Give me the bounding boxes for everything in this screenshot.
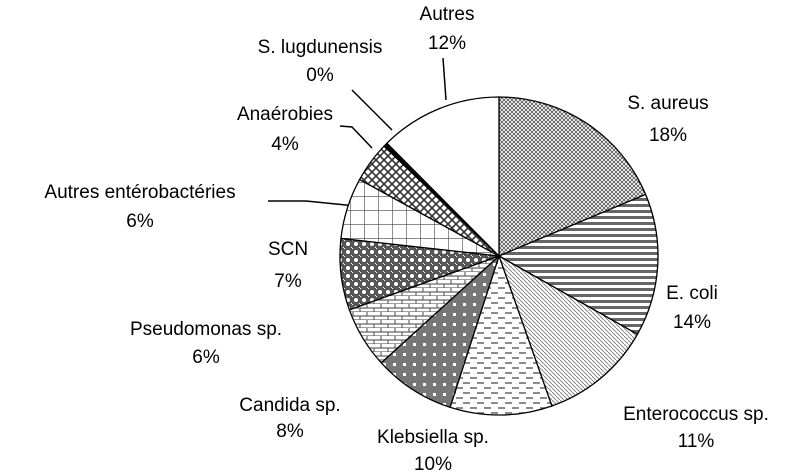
slice-value: 8%	[276, 421, 304, 442]
slice-label: Autres entérobactéries	[44, 182, 235, 203]
slice-value: 11%	[678, 431, 715, 452]
slice-value: 6%	[192, 347, 220, 368]
slice-value: 0%	[306, 65, 334, 86]
slice-label: Autres	[420, 4, 475, 25]
slice-label: Candida sp.	[239, 395, 340, 416]
pie-slice	[498, 96, 647, 257]
leader-line	[339, 125, 373, 149]
pie-slice	[386, 96, 500, 258]
pie-slice	[497, 193, 659, 336]
slice-value: 6%	[126, 211, 154, 232]
pie-slice	[449, 253, 553, 416]
slice-label: Pseudomonas sp.	[130, 319, 282, 340]
slice-label: Anaérobies	[237, 104, 333, 125]
slice-label: S. lugdunensis	[258, 37, 383, 58]
pie-slice	[497, 254, 639, 407]
slice-value: 7%	[274, 271, 302, 292]
slice-value: 14%	[673, 312, 711, 333]
leader-line	[351, 89, 393, 131]
slice-label: E. coli	[666, 283, 718, 304]
slice-label: Klebsiella sp.	[377, 427, 489, 448]
slice-value: 10%	[414, 454, 452, 475]
slice-label: Enterococcus sp.	[623, 404, 769, 425]
slice-label: S. aureus	[627, 93, 708, 114]
slice-value: 4%	[271, 134, 299, 155]
slice-value: 18%	[649, 125, 687, 146]
leader-line	[268, 200, 357, 207]
leader-lines	[268, 57, 447, 207]
leader-line	[442, 57, 447, 101]
slice-value: 12%	[428, 33, 466, 54]
slice-label: SCN	[268, 239, 308, 260]
